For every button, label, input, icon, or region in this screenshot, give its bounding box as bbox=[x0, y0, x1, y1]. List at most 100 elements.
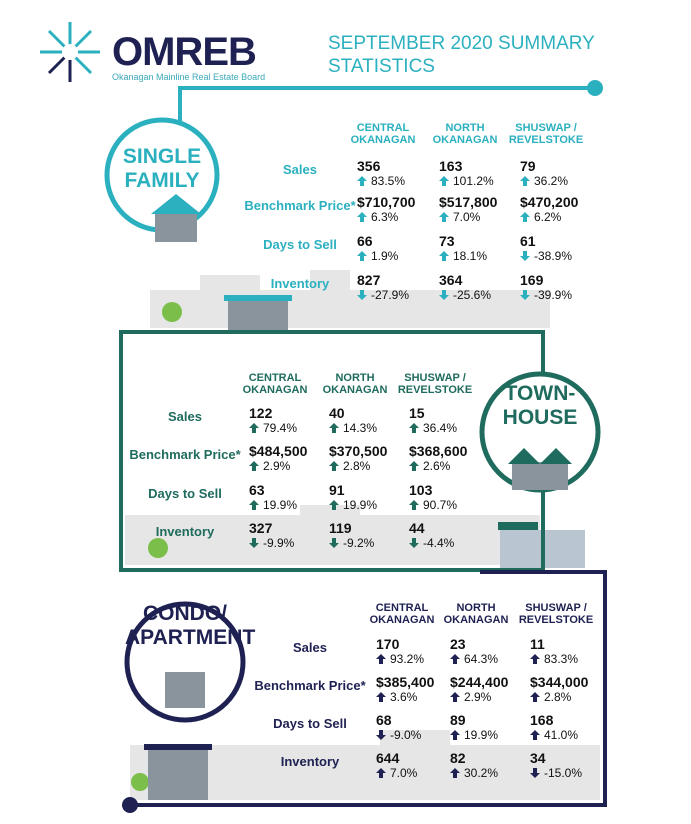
arrow-up bbox=[409, 500, 419, 510]
section-label: SINGLE FAMILY bbox=[122, 145, 202, 192]
change-value: 30.2% bbox=[464, 766, 499, 780]
arrow-up bbox=[329, 461, 339, 471]
metric-label: Sales bbox=[293, 640, 327, 655]
change-value: 79.4% bbox=[263, 421, 298, 435]
change: 83.5% bbox=[357, 174, 405, 188]
arrow-up bbox=[520, 212, 530, 222]
metric-value: 827 bbox=[357, 272, 381, 288]
region-header: NORTH OKANAGAN bbox=[322, 372, 388, 396]
change-value: -39.9% bbox=[534, 288, 573, 302]
arrow-up bbox=[520, 176, 530, 186]
change: 101.2% bbox=[439, 174, 494, 188]
change: 6.3% bbox=[357, 210, 398, 224]
arrow-down bbox=[530, 768, 540, 778]
change-value: 64.3% bbox=[464, 652, 499, 666]
change-value: -25.6% bbox=[453, 288, 492, 302]
change-value: 3.6% bbox=[390, 690, 418, 704]
metric-value: 119 bbox=[329, 520, 352, 536]
region-header: NORTH OKANAGAN bbox=[432, 122, 498, 146]
region-header: CENTRAL OKANAGAN bbox=[369, 602, 435, 626]
change-value: 36.4% bbox=[423, 421, 458, 435]
change-value: 19.9% bbox=[343, 498, 378, 512]
metric-value: 644 bbox=[376, 750, 400, 766]
change-value: 19.9% bbox=[464, 728, 499, 742]
change-value: 83.3% bbox=[544, 652, 579, 666]
change: 64.3% bbox=[450, 652, 498, 666]
metric-label: Days to Sell bbox=[148, 486, 222, 501]
change: 2.6% bbox=[409, 459, 450, 473]
arrow-down bbox=[357, 290, 367, 300]
change-value: -27.9% bbox=[371, 288, 410, 302]
region-header: CENTRAL OKANAGAN bbox=[350, 122, 416, 146]
change: -38.9% bbox=[520, 249, 572, 263]
skyline bbox=[125, 270, 600, 800]
change: 7.0% bbox=[439, 210, 480, 224]
change-value: 18.1% bbox=[453, 249, 488, 263]
change: 2.9% bbox=[249, 459, 290, 473]
change: -9.9% bbox=[249, 536, 294, 550]
arrow-down bbox=[329, 538, 339, 548]
section-label: CONDO/ APARTMENT bbox=[125, 602, 256, 649]
metric-value: 40 bbox=[329, 405, 345, 421]
arrow-up bbox=[530, 692, 540, 702]
arrow-up bbox=[439, 176, 449, 186]
metric-value: 73 bbox=[439, 233, 455, 249]
metric-value: 15 bbox=[409, 405, 425, 421]
metric-value: 327 bbox=[249, 520, 273, 536]
change-value: 2.8% bbox=[544, 690, 572, 704]
metric-value: $370,500 bbox=[329, 443, 388, 459]
arrow-up bbox=[329, 500, 339, 510]
arrow-down bbox=[249, 538, 259, 548]
region-header: SHUSWAP / REVELSTOKE bbox=[397, 372, 473, 396]
metric-value: 23 bbox=[450, 636, 466, 652]
change-value: 41.0% bbox=[544, 728, 579, 742]
arrow-up bbox=[376, 768, 386, 778]
metric-value: 364 bbox=[439, 272, 463, 288]
arrow-up bbox=[409, 423, 419, 433]
metric-value: 82 bbox=[450, 750, 466, 766]
arrow-up bbox=[409, 461, 419, 471]
metric-value: 34 bbox=[530, 750, 546, 766]
metric-value: $517,800 bbox=[439, 194, 498, 210]
metric-value: 68 bbox=[376, 712, 392, 728]
change: 18.1% bbox=[439, 249, 487, 263]
arrow-up bbox=[450, 654, 460, 664]
change: 19.9% bbox=[249, 498, 297, 512]
change-value: 90.7% bbox=[423, 498, 458, 512]
region-header: SHUSWAP / REVELSTOKE bbox=[518, 602, 594, 626]
metric-value: 61 bbox=[520, 233, 536, 249]
metric-value: 79 bbox=[520, 158, 536, 174]
change: -9.0% bbox=[376, 728, 421, 742]
metric-label: Benchmark Price* bbox=[254, 678, 366, 693]
arrow-up bbox=[450, 768, 460, 778]
change: 36.4% bbox=[409, 421, 457, 435]
change-value: -9.9% bbox=[263, 536, 295, 550]
metric-value: 168 bbox=[530, 712, 554, 728]
metric-value: 356 bbox=[357, 158, 381, 174]
metric-label: Inventory bbox=[270, 276, 330, 291]
change: -27.9% bbox=[357, 288, 409, 302]
section-label: TOWN-HOUSE bbox=[502, 382, 578, 429]
metric-value: $484,500 bbox=[249, 443, 308, 459]
arrow-up bbox=[357, 212, 367, 222]
arrow-up bbox=[450, 692, 460, 702]
arrow-up bbox=[249, 500, 259, 510]
change: 1.9% bbox=[357, 249, 398, 263]
arrow-down bbox=[439, 290, 449, 300]
region-header: CENTRAL OKANAGAN bbox=[242, 372, 308, 396]
metric-value: $470,200 bbox=[520, 194, 579, 210]
metric-value: 44 bbox=[409, 520, 425, 536]
change: -39.9% bbox=[520, 288, 572, 302]
change: 36.2% bbox=[520, 174, 568, 188]
change-value: 2.8% bbox=[343, 459, 371, 473]
arrow-up bbox=[249, 423, 259, 433]
metric-value: $385,400 bbox=[376, 674, 435, 690]
change-value: 7.0% bbox=[390, 766, 418, 780]
change-value: 83.5% bbox=[371, 174, 406, 188]
arrow-up bbox=[530, 654, 540, 664]
change-value: 93.2% bbox=[390, 652, 425, 666]
change: 2.8% bbox=[530, 690, 571, 704]
page-title: SEPTEMBER 2020 SUMMARY STATISTICS bbox=[328, 33, 595, 77]
